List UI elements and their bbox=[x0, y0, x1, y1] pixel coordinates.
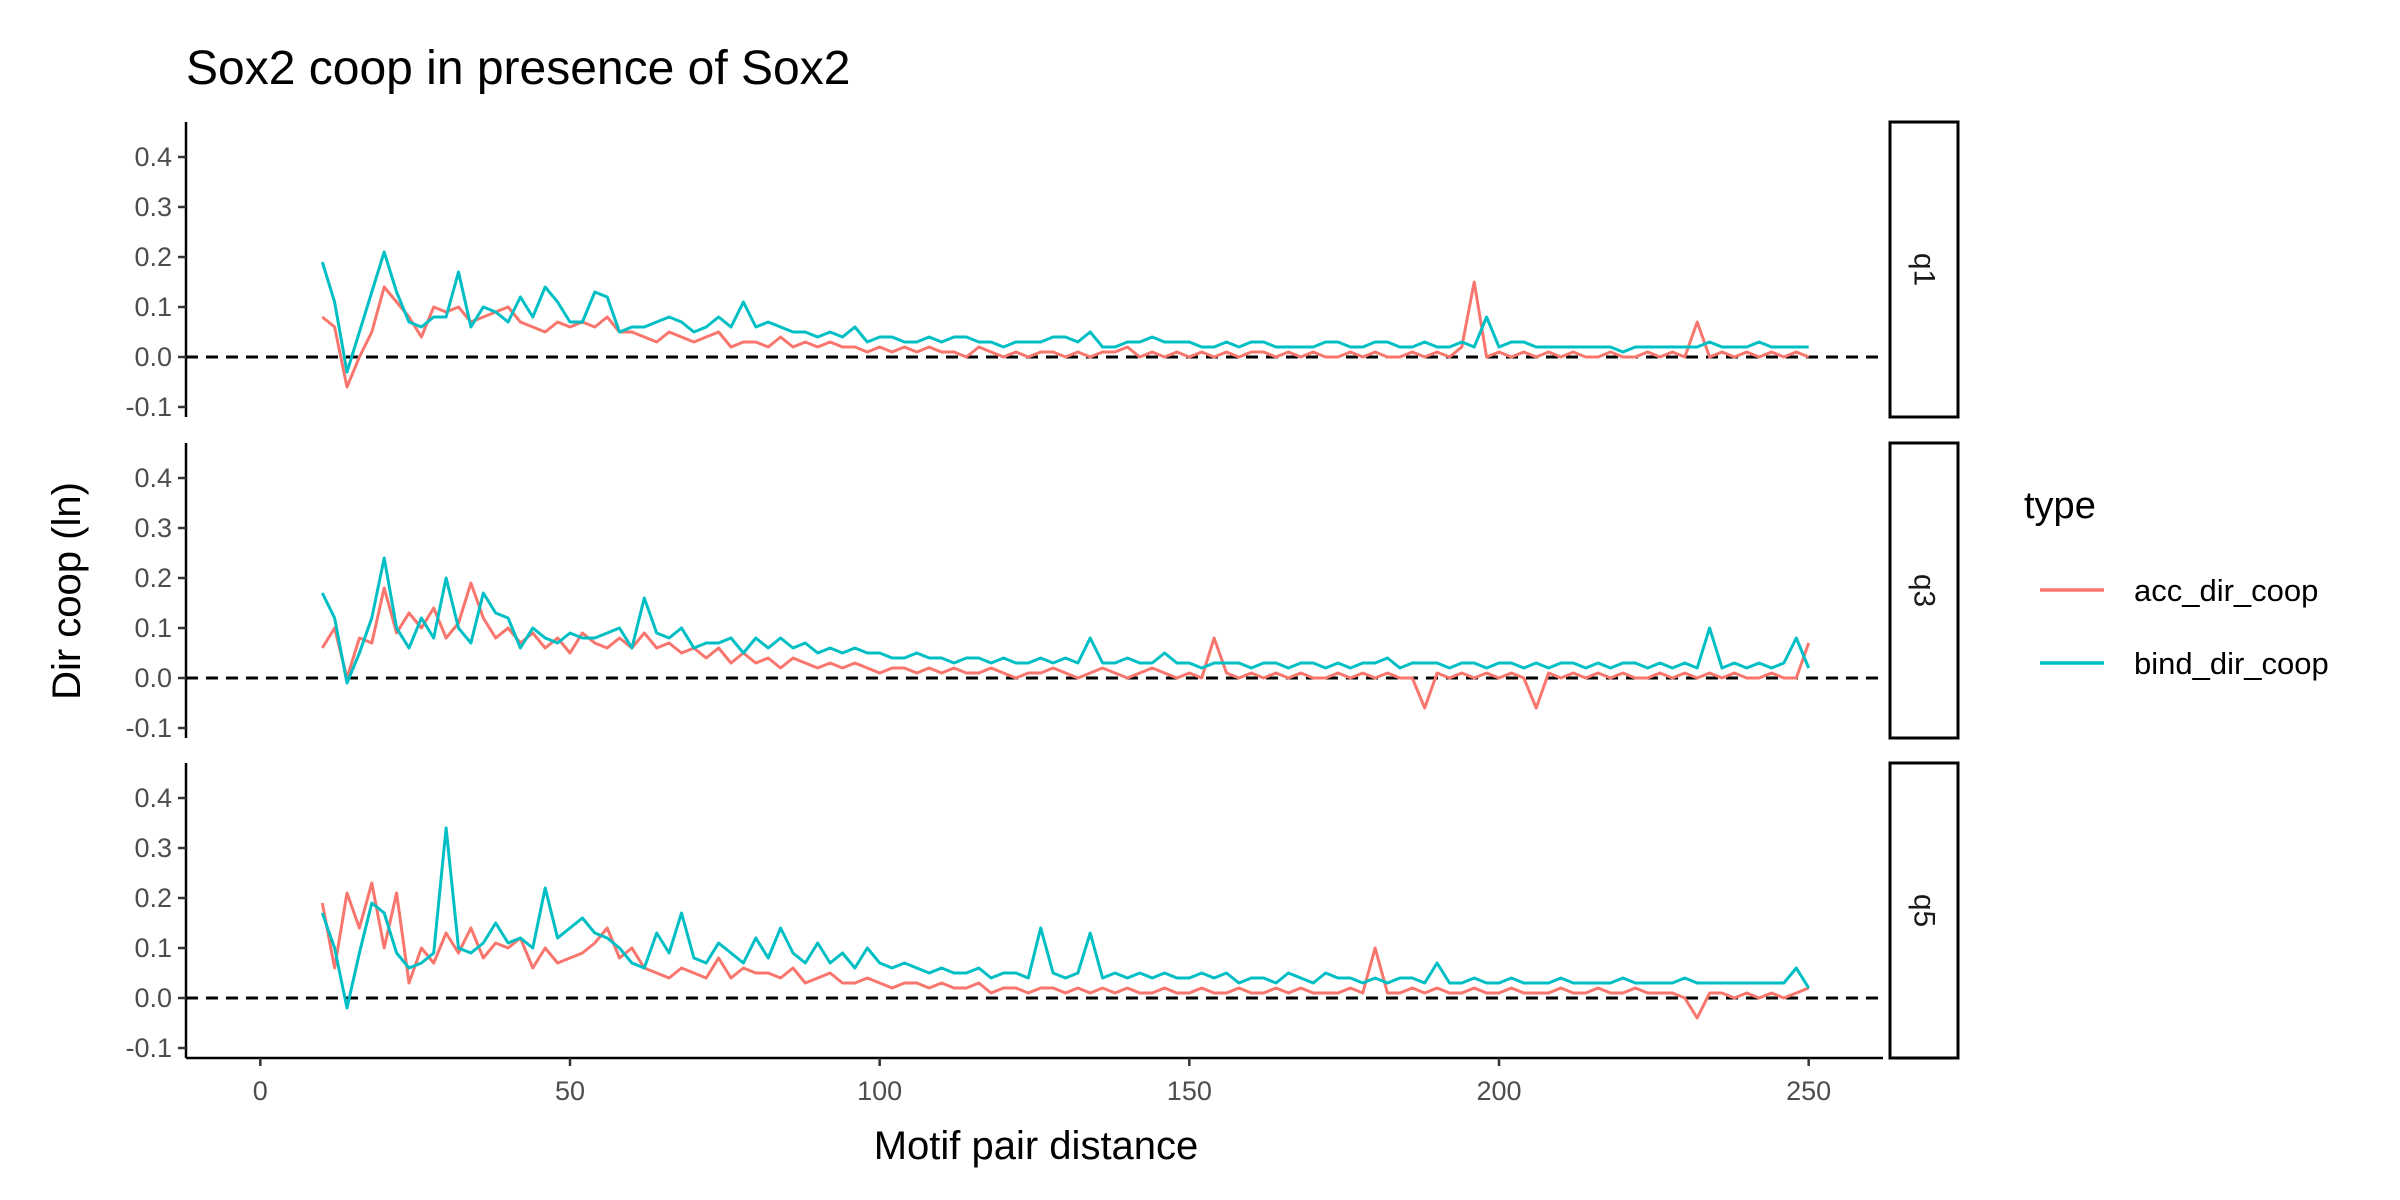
facet-strip bbox=[1888, 120, 1960, 419]
facet-panels: -0.1 0.0 0.1 0.2 0.3 0.4 q1 -0.1 0.0 0.1 0.2 0.3 0.4… bbox=[125, 120, 1960, 1063]
legend-entry-bind_dir_coop: bind_dir_coop bbox=[2040, 646, 2329, 681]
y-tick-label: 0.0 bbox=[134, 663, 172, 693]
x-tick-label: 250 bbox=[1786, 1076, 1831, 1106]
facet-panel-q3: -0.1 0.0 0.1 0.2 0.3 0.4 q3 bbox=[125, 441, 1960, 743]
y-tick-label: 0.2 bbox=[134, 563, 172, 593]
y-tick-label: 0.2 bbox=[134, 242, 172, 272]
series-line-acc_dir_coop bbox=[321, 280, 1810, 389]
legend-label: acc_dir_coop bbox=[2134, 573, 2318, 608]
plot-title: Sox2 coop in presence of Sox2 bbox=[186, 42, 850, 95]
series-line-acc_dir_coop bbox=[320, 881, 1810, 1020]
x-tick-label: 0 bbox=[253, 1076, 268, 1106]
y-tick-label: 0.3 bbox=[134, 833, 172, 863]
x-tick-label: 200 bbox=[1476, 1076, 1521, 1106]
y-tick-label: 0.0 bbox=[134, 983, 172, 1013]
facet-strip bbox=[1888, 441, 1960, 740]
y-tick-label: 0.3 bbox=[134, 192, 172, 222]
x-tick-label: 150 bbox=[1167, 1076, 1212, 1106]
legend-title: type bbox=[2024, 485, 2096, 527]
y-tick-label: 0.0 bbox=[134, 342, 172, 372]
facet-panel-q5: -0.1 0.0 0.1 0.2 0.3 0.4 q5 bbox=[125, 761, 1960, 1063]
facet-strip bbox=[1888, 761, 1960, 1060]
y-tick-label: 0.4 bbox=[134, 463, 172, 493]
facet-panel-q1: -0.1 0.0 0.1 0.2 0.3 0.4 q1 bbox=[125, 120, 1960, 422]
y-tick-label: 0.4 bbox=[134, 783, 172, 813]
x-tick-label: 50 bbox=[555, 1076, 585, 1106]
legend-label: bind_dir_coop bbox=[2134, 646, 2329, 681]
y-tick-label: 0.1 bbox=[134, 933, 172, 963]
y-tick-label: -0.1 bbox=[125, 713, 172, 743]
x-tick-label: 100 bbox=[857, 1076, 902, 1106]
x-axis-title: Motif pair distance bbox=[874, 1124, 1199, 1168]
y-tick-label: 0.4 bbox=[134, 142, 172, 172]
y-tick-label: 0.2 bbox=[134, 883, 172, 913]
facet-strip-label: q3 bbox=[1908, 574, 1941, 607]
y-tick-label: -0.1 bbox=[125, 1033, 172, 1063]
series-line-bind_dir_coop bbox=[320, 250, 1809, 374]
facet-strip-label: q5 bbox=[1908, 894, 1941, 927]
series-line-bind_dir_coop bbox=[320, 826, 1810, 1010]
series-line-bind_dir_coop bbox=[320, 556, 1811, 685]
y-tick-label: 0.1 bbox=[134, 613, 172, 643]
y-tick-label: 0.1 bbox=[134, 292, 172, 322]
legend-entry-acc_dir_coop: acc_dir_coop bbox=[2040, 573, 2318, 608]
facet-strip-label: q1 bbox=[1908, 253, 1941, 286]
series-line-acc_dir_coop bbox=[321, 581, 1811, 710]
legend: type acc_dir_coop bind_dir_coop bbox=[2024, 485, 2329, 681]
y-tick-label: 0.3 bbox=[134, 513, 172, 543]
y-tick-label: -0.1 bbox=[125, 392, 172, 422]
y-axis-title: Dir coop (ln) bbox=[45, 482, 89, 700]
x-axis: 0 50 100 150 200 250 bbox=[186, 1056, 1883, 1106]
